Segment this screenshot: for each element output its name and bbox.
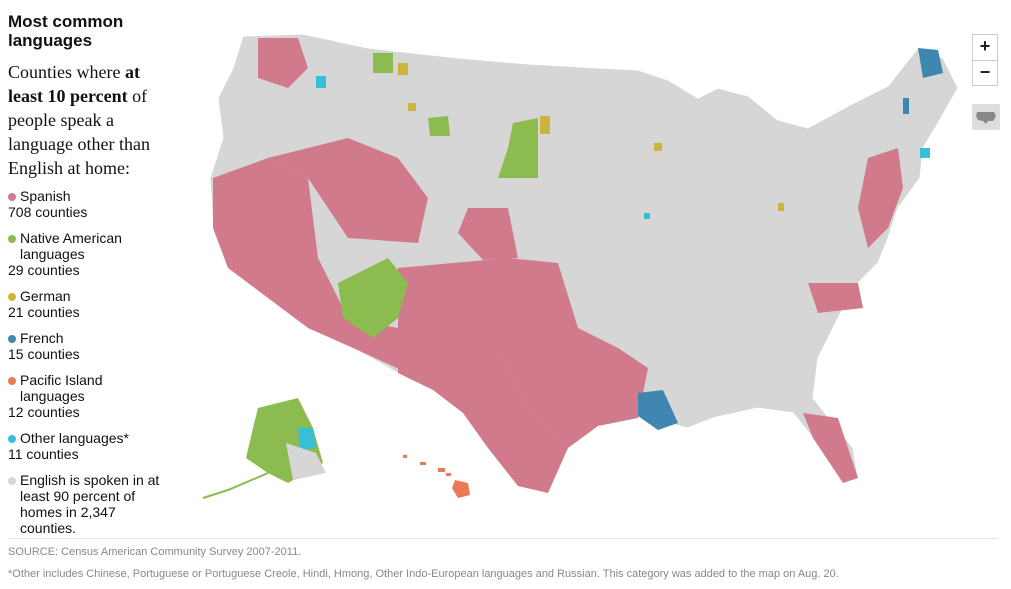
legend-item-french: French 15 counties — [8, 330, 168, 362]
hawaii-islands[interactable] — [403, 455, 470, 498]
zoom-out-button[interactable]: − — [972, 60, 998, 86]
legend-label: Native American languages — [20, 230, 122, 262]
legend-count: 15 counties — [8, 346, 80, 362]
us-county-map[interactable] — [198, 28, 958, 510]
spanish-region-washington — [258, 38, 308, 88]
hawaii-island — [438, 468, 445, 472]
legend-swatch — [8, 377, 16, 385]
hawaii-big-island — [452, 480, 470, 498]
native-region-montana — [428, 116, 450, 136]
german-county — [540, 116, 550, 134]
hawaii-island — [420, 462, 426, 465]
source-note: SOURCE: Census American Community Survey… — [8, 546, 302, 558]
legend-count: 29 counties — [8, 262, 80, 278]
german-county — [778, 203, 784, 211]
other-county — [316, 76, 326, 88]
spanish-region-carolinas — [808, 283, 863, 313]
french-county — [903, 98, 909, 114]
alaska-gray-region — [286, 443, 326, 480]
french-region-maine — [918, 48, 943, 78]
footnote: *Other includes Chinese, Portuguese or P… — [8, 568, 839, 580]
legend-count: 11 counties — [8, 446, 79, 462]
spanish-region-plains — [458, 208, 518, 260]
native-region-navajo — [338, 258, 408, 338]
legend-label: French — [20, 330, 64, 346]
legend-count: 708 counties — [8, 204, 88, 220]
legend-label: German — [20, 288, 71, 304]
alaska-aleutians — [202, 472, 269, 499]
legend-label: Pacific Island languages — [20, 372, 103, 404]
german-county — [654, 143, 662, 151]
subtitle-part1: Counties where — [8, 62, 125, 82]
legend: Spanish 708 counties Native American lan… — [8, 188, 168, 546]
legend-count: 12 counties — [8, 404, 80, 420]
legend-swatch — [8, 193, 16, 201]
legend-item-other: Other languages* 11 counties — [8, 430, 168, 462]
subtitle-bold: at least 10 percent — [8, 62, 140, 106]
legend-swatch — [8, 293, 16, 301]
legend-label: Spanish — [20, 188, 71, 204]
legend-swatch — [8, 335, 16, 343]
legend-label: English is spoken in at least 90 percent… — [20, 472, 160, 536]
legend-swatch — [8, 235, 16, 243]
us-map-icon — [976, 112, 996, 124]
footer-divider — [8, 538, 998, 539]
native-region-dakotas — [498, 118, 538, 178]
hawaii-island — [446, 473, 451, 476]
zoom-in-button[interactable]: + — [972, 34, 998, 60]
legend-swatch — [8, 435, 16, 443]
german-county — [398, 63, 408, 75]
spanish-counties — [213, 38, 903, 493]
native-american-counties — [338, 53, 538, 338]
french-region-louisiana — [638, 390, 678, 430]
legend-count: 21 counties — [8, 304, 80, 320]
legend-swatch — [8, 477, 16, 485]
hawaii-island — [403, 455, 407, 458]
map-subtitle: Counties where at least 10 percent of pe… — [8, 60, 168, 180]
spanish-region-florida — [803, 413, 858, 483]
legend-item-spanish: Spanish 708 counties — [8, 188, 168, 220]
subtitle-part2: of people speak a language other than En… — [8, 86, 150, 178]
german-county — [408, 103, 416, 111]
german-counties — [398, 63, 784, 211]
spanish-region-west-coast — [213, 158, 408, 373]
legend-label: Other languages* — [20, 430, 129, 446]
spanish-region-idaho — [268, 138, 428, 243]
native-region-montana-north — [373, 53, 393, 73]
alaska-other-region — [298, 428, 316, 450]
legend-item-english: English is spoken in at least 90 percent… — [8, 472, 168, 536]
map-svg[interactable] — [198, 28, 958, 510]
other-county — [920, 148, 930, 158]
map-title: Most common languages — [8, 12, 124, 50]
spanish-region-northeast — [858, 148, 903, 248]
legend-item-pacific-island: Pacific Island languages 12 counties — [8, 372, 168, 420]
spanish-region-southwest — [398, 258, 568, 493]
legend-item-german: German 21 counties — [8, 288, 168, 320]
french-counties — [638, 48, 943, 430]
legend-item-native-american: Native American languages 29 counties — [8, 230, 168, 278]
other-county — [644, 213, 650, 219]
other-language-counties — [316, 76, 930, 219]
spanish-region-texas — [498, 258, 648, 448]
reset-view-button[interactable] — [972, 104, 1000, 130]
